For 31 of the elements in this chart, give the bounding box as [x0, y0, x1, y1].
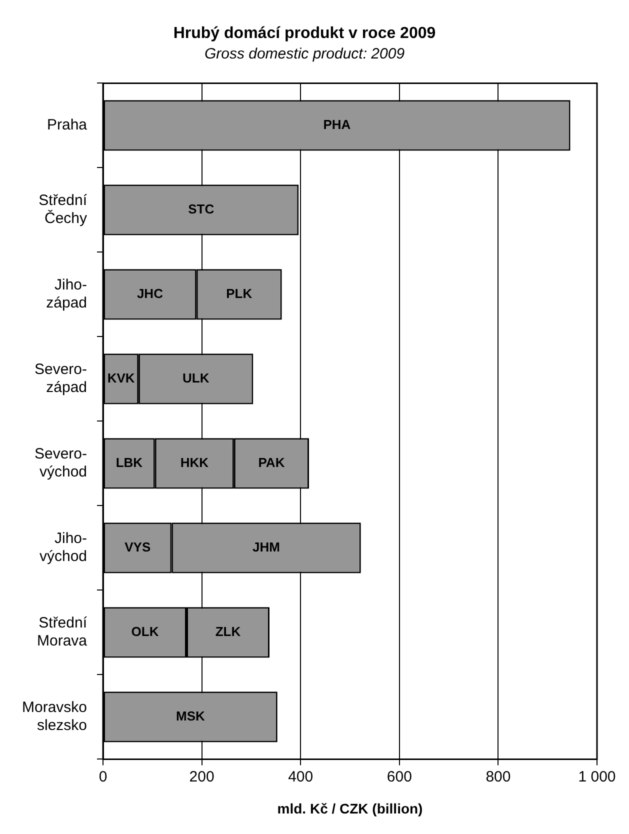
y-tick-label: Střední Čechy [38, 192, 88, 228]
y-tick-label: Praha [46, 116, 88, 134]
data-label: JHM [252, 540, 280, 555]
data-label: HKK [180, 455, 210, 470]
data-label: PLK [226, 286, 253, 302]
y-tick-label: Severo- východ [34, 446, 88, 481]
x-tick-label: 200 [189, 768, 214, 786]
x-tick-label: 600 [386, 768, 412, 786]
data-label: PAK [258, 455, 286, 470]
x-axis-title: mld. Kč / CZK (billion) [277, 800, 423, 816]
data-label: ULK [182, 370, 210, 386]
data-label: ZLK [215, 624, 242, 640]
data-label: PHA [323, 117, 352, 132]
x-tick-label: 800 [486, 768, 511, 786]
y-tick-label: Moravsko slezsko [22, 699, 88, 734]
y-tick-label: Severo- západ [34, 361, 88, 396]
data-label: LBK [116, 455, 144, 470]
x-tick-label: 400 [288, 768, 314, 786]
x-tick-label: 0 [98, 768, 108, 786]
chart-subtitle: Gross domestic product: 2009 [204, 45, 406, 62]
x-tick-label: 1 000 [578, 768, 616, 786]
data-label: VYS [124, 540, 151, 555]
y-tick-label: Jiho- východ [39, 530, 88, 566]
y-tick-label: Jiho- západ [46, 276, 88, 312]
data-label: STC [188, 202, 215, 217]
data-label: MSK [176, 708, 206, 724]
data-label: OLK [131, 624, 160, 640]
data-label: KVK [107, 370, 136, 386]
y-tick-label: Střední Morava [36, 614, 88, 650]
data-label: JHC [136, 286, 164, 302]
chart-title: Hrubý domácí produkt v roce 2009 [173, 25, 436, 42]
